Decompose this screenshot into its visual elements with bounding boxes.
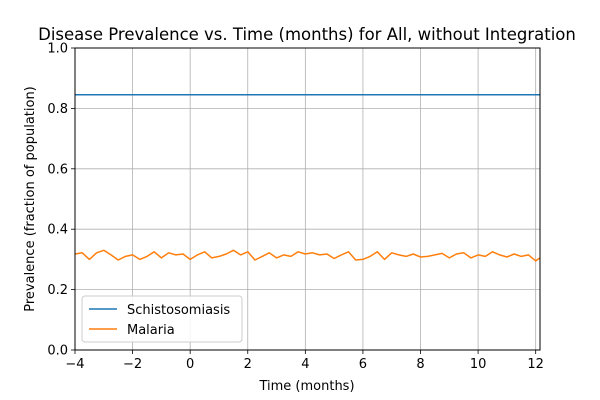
- series-line-malaria: [74, 249, 541, 262]
- x-tick-label: 12: [527, 357, 544, 372]
- y-tick-label: 0.8: [47, 102, 68, 117]
- y-tick-label: 0.4: [47, 223, 68, 238]
- series-lines: [74, 94, 541, 262]
- legend-label-schistosomiasis: Schistosomiasis: [127, 303, 230, 318]
- y-tick-label: 0.0: [47, 344, 68, 359]
- x-axis-label: Time (months): [258, 379, 354, 394]
- legend-box: [81, 295, 243, 343]
- y-tick-label: 0.2: [47, 283, 68, 298]
- x-tick-label: 4: [301, 357, 309, 372]
- y-tick-label: 0.6: [47, 162, 68, 177]
- x-tick-label: 6: [359, 357, 367, 372]
- x-tick-label: 0: [186, 357, 194, 372]
- x-tick-label: 10: [470, 357, 487, 372]
- y-axis-label: Prevalence (fraction of population): [23, 86, 38, 312]
- y-tick-label: 1.0: [47, 42, 68, 57]
- grid: [74, 47, 540, 351]
- x-tick-label: 2: [244, 357, 252, 372]
- legend-label-malaria: Malaria: [127, 323, 175, 338]
- plot-frame: [74, 47, 541, 351]
- axis-ticks: −4 −2 0 2 4 6 8 10 12 0.0 0.2 0.4 0.6 0.8 1.0: [47, 42, 544, 373]
- chart-title: Disease Prevalence vs. Time (months) for…: [38, 25, 576, 44]
- x-tick-label: −4: [65, 357, 84, 372]
- x-tick-label: 8: [416, 357, 424, 372]
- legend: Schistosomiasis Malaria: [81, 295, 243, 343]
- x-tick-label: −2: [123, 357, 142, 372]
